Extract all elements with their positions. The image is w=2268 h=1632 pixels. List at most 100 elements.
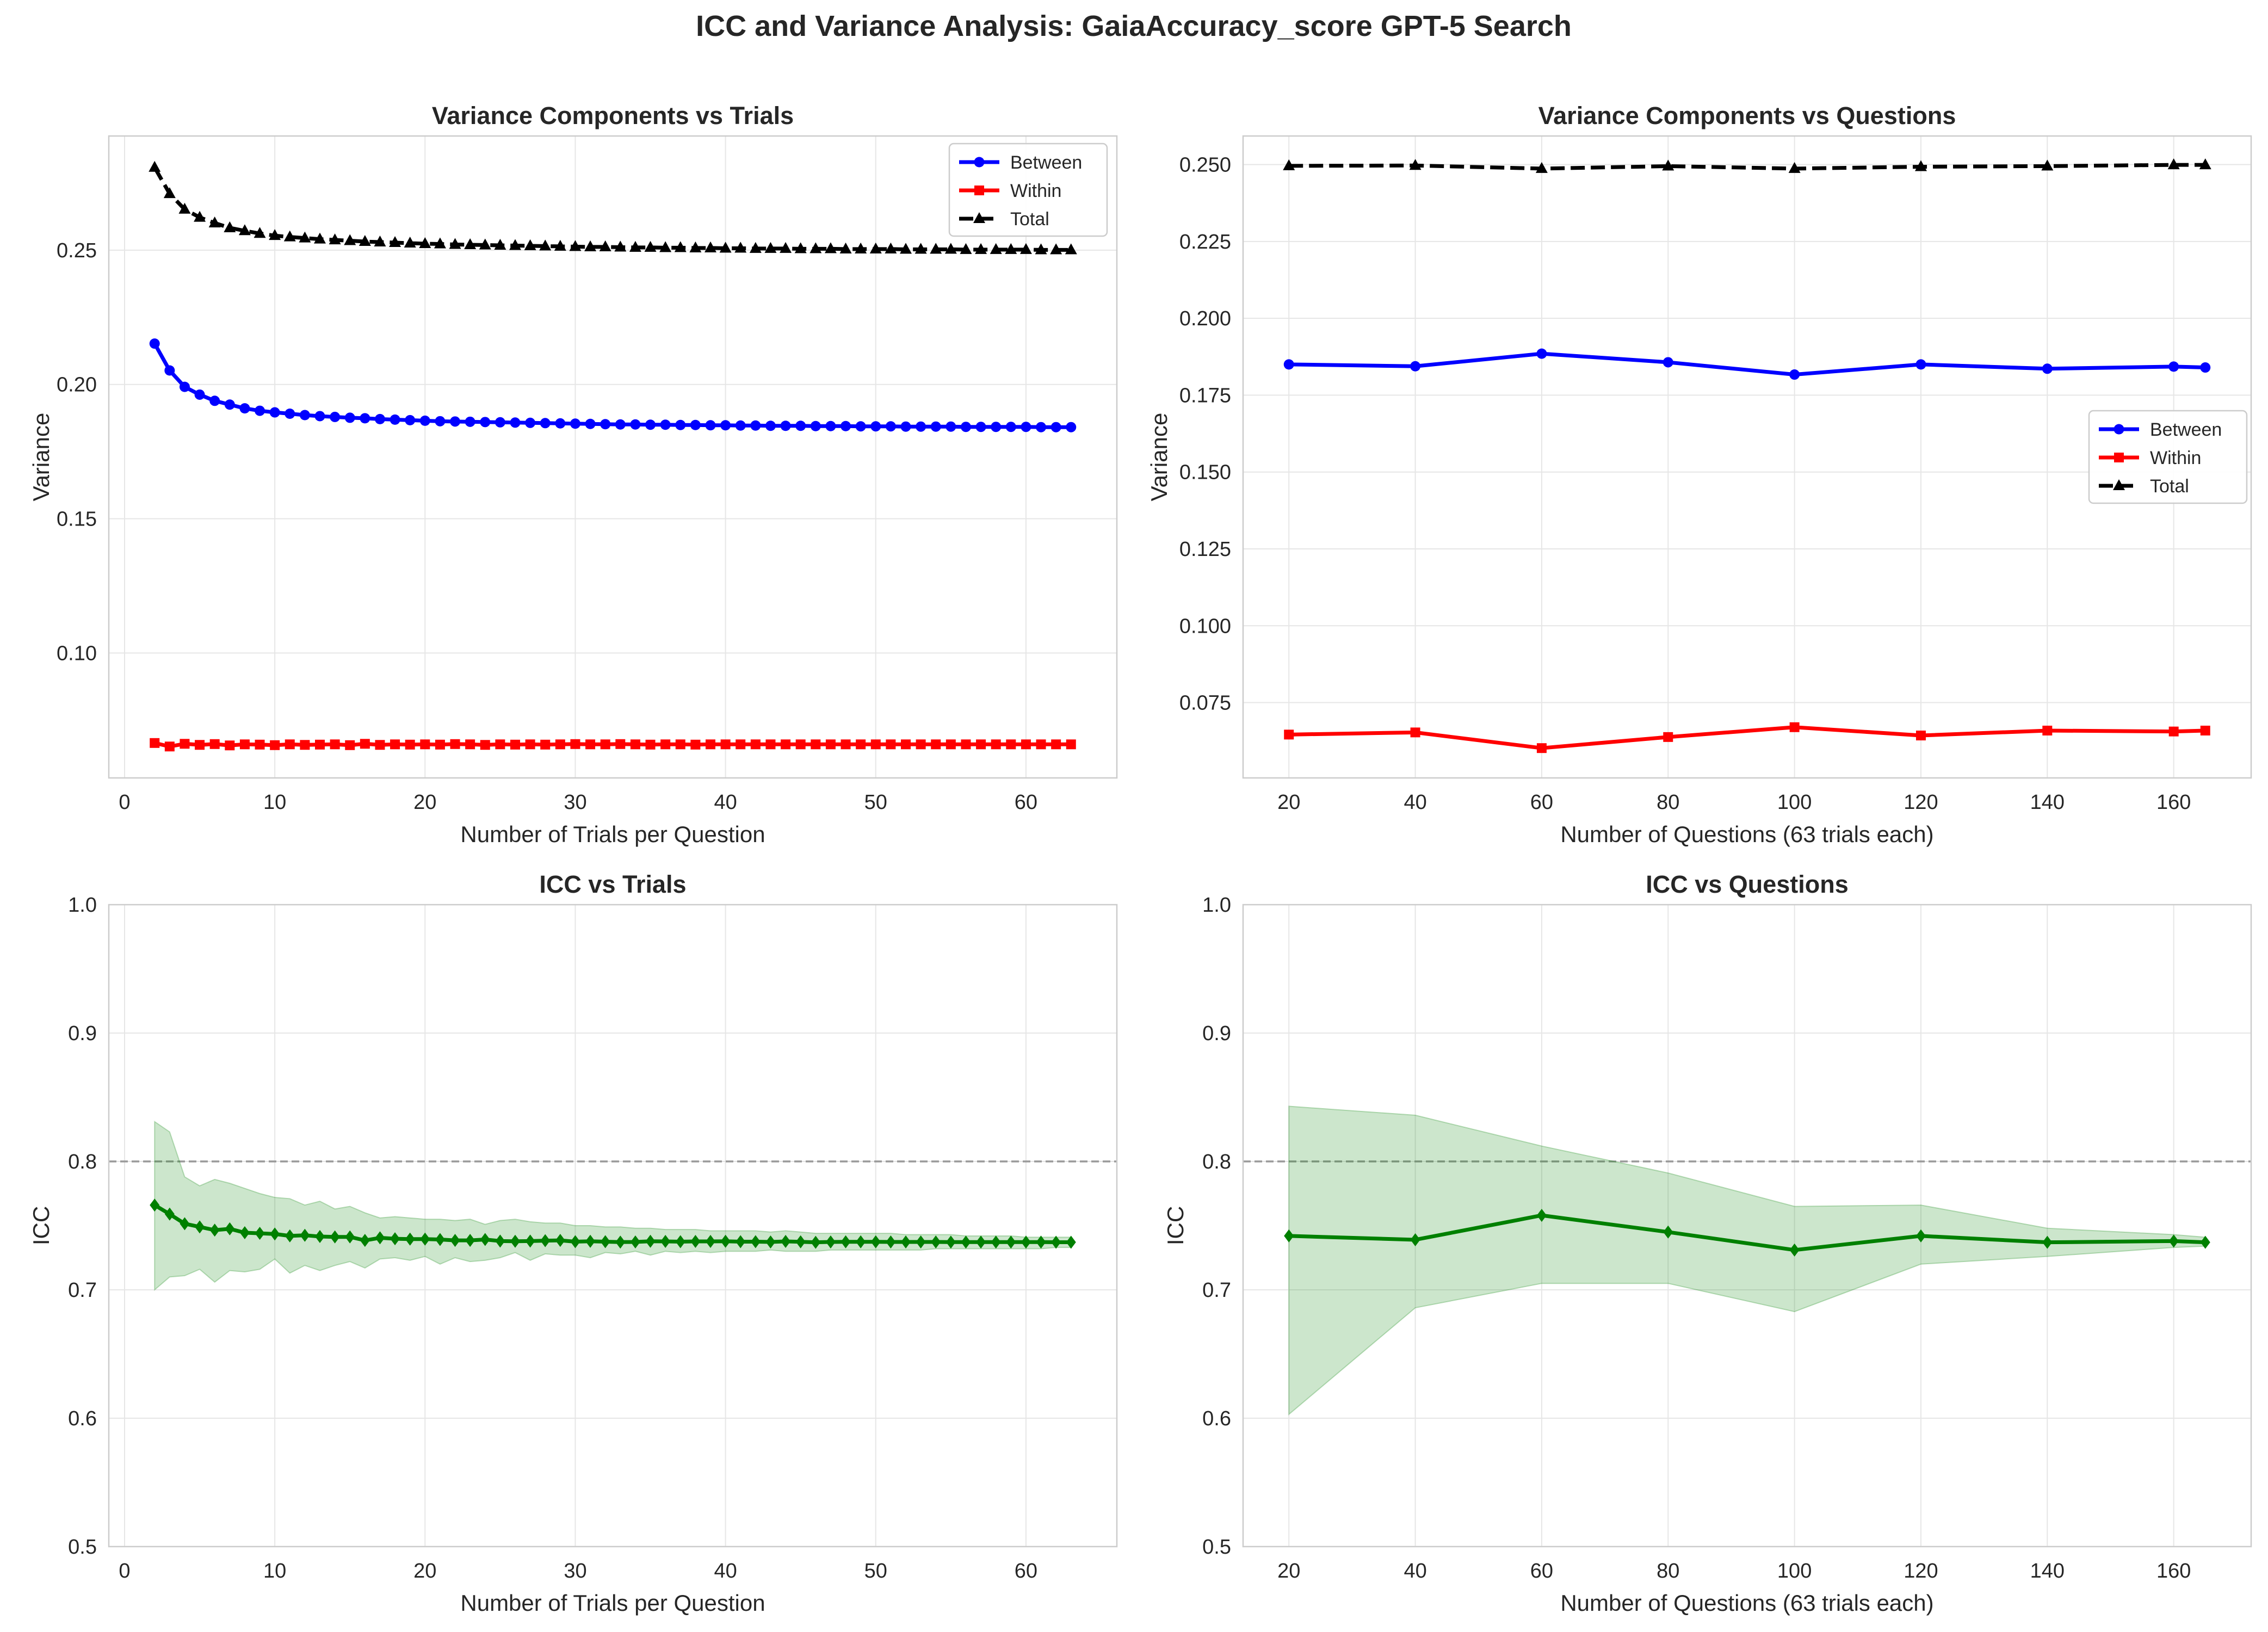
y-tick-label: 1.0 <box>1202 894 1231 917</box>
data-point-within <box>886 739 896 750</box>
chart-panels: 0 10 20 30 40 50 60 0.10 0.15 0.20 0.25 Variance Co… <box>28 102 2252 1616</box>
data-point-between <box>1536 348 1547 359</box>
data-point-icc <box>1021 1235 1031 1249</box>
data-point-total <box>283 230 296 242</box>
data-point-within <box>270 740 280 750</box>
y-tick-label: 0.7 <box>68 1279 97 1302</box>
data-point-total <box>704 241 717 252</box>
data-point-total <box>374 236 386 247</box>
y-tick-label: 0.075 <box>1179 692 1231 715</box>
data-point-within <box>600 739 610 750</box>
chart-title: ICC vs Questions <box>1646 870 1849 898</box>
data-point-within <box>630 739 640 750</box>
x-axis-label: Number of Questions (63 trials each) <box>1560 821 1933 847</box>
data-point-total <box>434 237 446 249</box>
data-point-icc <box>1284 1229 1294 1242</box>
data-point-within <box>961 739 971 750</box>
data-point-between <box>465 416 475 427</box>
data-point-icc <box>450 1234 460 1247</box>
data-point-between <box>179 381 190 392</box>
data-point-total <box>494 238 506 250</box>
x-tick-label: 20 <box>413 1560 436 1582</box>
x-tick-label: 60 <box>1015 1560 1037 1582</box>
data-point-icc <box>886 1235 896 1248</box>
data-point-within <box>1284 730 1294 740</box>
x-tick-label: 10 <box>263 791 286 814</box>
x-tick-label: 40 <box>1404 791 1426 814</box>
x-axis-label: Number of Trials per Question <box>460 821 765 847</box>
axes-frame <box>108 904 1118 1548</box>
data-point-total <box>238 224 251 236</box>
y-tick-label: 0.6 <box>68 1407 97 1430</box>
chart-title: Variance Components vs Trials <box>432 102 794 129</box>
data-point-between <box>1789 369 1800 380</box>
data-point-between <box>570 418 580 429</box>
data-point-within <box>1021 739 1031 750</box>
chart-icc_vs_trials: 0 10 20 30 40 50 60 0.5 0.6 0.7 0.8 0.9 1.0 ICC vs Tr… <box>28 870 1118 1616</box>
data-point-within <box>781 739 791 750</box>
x-tick-label: 40 <box>1404 1560 1426 1582</box>
data-point-icc <box>495 1234 505 1248</box>
data-point-within <box>825 739 836 750</box>
data-point-total <box>1914 160 1927 171</box>
legend-label-total: Total <box>1010 209 1049 230</box>
data-point-within <box>2168 726 2179 737</box>
x-tick-label: 20 <box>1277 1560 1300 1582</box>
x-tick-label: 140 <box>2030 1560 2065 1582</box>
data-point-icc <box>2200 1235 2210 1249</box>
data-point-icc <box>991 1235 1001 1249</box>
data-point-total <box>2167 158 2180 170</box>
figure-suptitle: ICC and Variance Analysis: GaiaAccuracy_… <box>696 10 1572 42</box>
data-point-icc <box>555 1234 565 1247</box>
data-point-total <box>1050 243 1062 255</box>
data-point-within <box>510 739 520 750</box>
data-point-within <box>180 739 190 749</box>
data-point-icc <box>300 1228 310 1242</box>
data-point-between <box>255 405 265 416</box>
data-point-between <box>194 389 205 400</box>
series-between <box>1283 348 2211 380</box>
data-point-total <box>329 233 341 245</box>
x-tick-label: 50 <box>864 791 887 814</box>
data-point-within <box>150 738 160 748</box>
x-tick-label: 40 <box>714 1560 737 1582</box>
y-tick-label: 0.20 <box>57 374 97 397</box>
data-point-total <box>1019 243 1032 254</box>
y-tick-label: 0.25 <box>57 239 97 262</box>
data-point-within <box>585 739 596 750</box>
data-point-icc <box>375 1231 385 1245</box>
data-point-icc <box>961 1235 971 1249</box>
data-point-icc <box>811 1235 821 1249</box>
plot-area <box>1243 905 2251 1547</box>
y-axis-label: Variance <box>28 413 54 502</box>
x-tick-label: 60 <box>1530 791 1553 814</box>
data-point-between <box>314 411 325 422</box>
legend-label-between: Between <box>2150 419 2222 440</box>
data-point-between <box>720 420 731 431</box>
data-point-between <box>870 421 881 432</box>
x-tick-label: 50 <box>864 1560 887 1582</box>
data-point-within <box>360 739 370 749</box>
data-point-between <box>2168 361 2179 372</box>
chart-variance_vs_questions: 20 40 60 80 100 120 140 160 0.075 0.100 0.125 0.150… <box>1146 102 2252 847</box>
data-point-between <box>149 338 160 349</box>
y-tick-label: 0.9 <box>1202 1022 1231 1045</box>
series-total <box>149 160 1077 255</box>
legend-marker-between <box>974 157 985 168</box>
data-point-between <box>930 421 941 432</box>
data-point-between <box>780 421 791 431</box>
data-point-icc <box>841 1235 851 1248</box>
data-point-between <box>480 417 491 428</box>
data-point-between <box>344 412 355 423</box>
data-point-total <box>524 239 536 250</box>
data-point-total <box>1662 159 1674 171</box>
data-point-between <box>2042 363 2053 374</box>
data-point-icc <box>916 1235 926 1248</box>
data-point-between <box>750 420 761 431</box>
data-point-total <box>914 243 927 254</box>
x-tick-label: 30 <box>564 1560 586 1582</box>
data-point-within <box>525 739 535 750</box>
data-point-total <box>584 240 597 251</box>
y-tick-label: 0.100 <box>1179 615 1231 638</box>
data-point-within <box>495 739 505 750</box>
